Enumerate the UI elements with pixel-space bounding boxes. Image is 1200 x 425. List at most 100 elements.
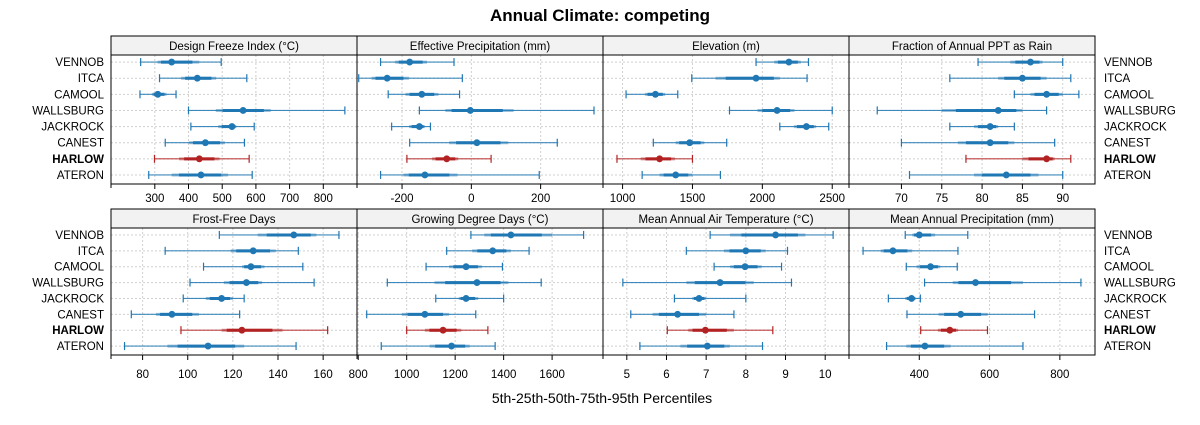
median-point xyxy=(168,310,176,318)
interval-harlow xyxy=(616,154,694,163)
x-tick-label: 85 xyxy=(1016,193,1029,205)
interval-ateron xyxy=(148,170,253,179)
median-point xyxy=(243,279,250,286)
x-tick-label: 1200 xyxy=(442,369,468,381)
median-point xyxy=(652,90,659,98)
median-point xyxy=(889,247,897,255)
x-tick-label: 120 xyxy=(223,369,242,381)
median-point xyxy=(986,123,994,130)
median-point xyxy=(927,263,934,271)
panel-frame xyxy=(110,227,358,356)
median-point xyxy=(703,342,711,350)
x-tick-label: 6 xyxy=(663,369,669,381)
panel-mean-annual-precipitation-mm: Mean Annual Precipitation (mm) 400 600 800 xyxy=(848,208,1096,381)
x-tick-label: 500 xyxy=(213,193,232,205)
interval-itca xyxy=(949,74,1072,83)
interval-itca xyxy=(158,74,248,83)
x-tick-label: 2500 xyxy=(819,193,845,205)
interval-camool xyxy=(1013,90,1080,99)
median-point xyxy=(752,74,760,82)
median-point xyxy=(247,263,255,271)
interval-jackrock xyxy=(190,122,255,131)
row-label: HARLOW xyxy=(1104,325,1156,337)
median-point xyxy=(239,107,247,114)
interval-canest xyxy=(164,138,246,147)
x-tick-label: 1000 xyxy=(610,193,636,205)
row-label: ITCA xyxy=(78,73,105,85)
row-label: WALLSBURG xyxy=(32,105,104,117)
interval-vennob xyxy=(470,230,585,239)
interval-itca xyxy=(358,74,463,83)
interval-itca xyxy=(685,246,789,255)
interval-wallsburg xyxy=(189,278,315,287)
interval-harlow xyxy=(666,326,774,335)
interval-vennob xyxy=(709,230,834,239)
median-point xyxy=(418,90,426,98)
median-point xyxy=(946,326,954,334)
panel-fraction-of-annual-ppt-as-rain: Fraction of Annual PPT as Rain 70 75 80 85 90 xyxy=(848,35,1096,205)
interval-itca xyxy=(691,74,808,83)
median-point xyxy=(489,247,497,255)
median-point xyxy=(473,279,481,286)
interval-canest xyxy=(900,138,1056,147)
interval-ateron xyxy=(641,170,722,179)
median-point xyxy=(994,107,1002,114)
interval-wallsburg xyxy=(876,106,1048,115)
median-point xyxy=(462,263,470,271)
median-point xyxy=(201,139,209,147)
median-point xyxy=(193,74,201,82)
row-label: WALLSBURG xyxy=(32,278,104,290)
row-label: HARLOW xyxy=(52,154,104,166)
interval-ateron xyxy=(380,342,496,351)
interval-canest xyxy=(130,310,241,319)
panel-mean-annual-air-temperature-c: Mean Annual Air Temperature (°C) 5 6 7 8 9 10 xyxy=(602,208,850,381)
row-label: VENNOB xyxy=(1104,230,1153,242)
interval-harlow xyxy=(406,326,489,335)
median-point xyxy=(443,155,451,163)
median-point xyxy=(154,90,162,98)
x-tick-label: 90 xyxy=(1056,193,1069,205)
panels-layer: Design Freeze Index (°C)300 400 500 600 700 8… xyxy=(110,35,1096,381)
median-point xyxy=(204,342,212,350)
panel-frame xyxy=(848,54,1096,185)
median-point xyxy=(908,295,915,302)
row-label: VENNOB xyxy=(55,230,104,242)
median-point xyxy=(921,342,929,350)
x-tick-label: 600 xyxy=(246,193,265,205)
interval-vennob xyxy=(977,58,1064,67)
interval-vennob xyxy=(218,230,340,239)
panel-design-freeze-index-c: Design Freeze Index (°C) 300 400 500 600 700 8… xyxy=(110,35,358,205)
median-point xyxy=(957,310,965,318)
panel-effective-precipitation-mm: Effective Precipitation (mm) -200 0 200 xyxy=(356,35,604,205)
median-point xyxy=(421,171,429,179)
row-label: CAMOOL xyxy=(1104,262,1154,274)
interval-vennob xyxy=(755,58,810,67)
interval-camool xyxy=(139,90,177,99)
x-tick-label: 75 xyxy=(935,193,948,205)
x-tick-label: 300 xyxy=(145,193,164,205)
panel-title: Effective Precipitation (mm) xyxy=(410,41,551,53)
median-point xyxy=(406,58,414,66)
row-label: ATERON xyxy=(1104,341,1151,353)
x-tick-label: 8 xyxy=(743,369,749,381)
median-point xyxy=(1002,171,1010,179)
row-label: CANEST xyxy=(57,309,104,321)
row-label: ITCA xyxy=(1104,73,1131,85)
interval-camool xyxy=(625,90,679,99)
interval-ateron xyxy=(123,342,297,351)
row-label: CAMOOL xyxy=(54,262,104,274)
median-point xyxy=(1027,58,1034,66)
interval-camool xyxy=(202,262,304,271)
interval-itca xyxy=(862,246,959,255)
panel-title: Mean Annual Air Temperature (°C) xyxy=(638,214,813,226)
interval-jackrock xyxy=(887,294,921,303)
interval-harlow xyxy=(153,154,250,163)
median-point xyxy=(1043,90,1051,98)
panel-title: Growing Degree Days (°C) xyxy=(412,214,549,226)
row-label: ATERON xyxy=(1104,170,1151,182)
median-point xyxy=(785,58,793,66)
x-axis-label: 5th-25th-50th-75th-95th Percentiles xyxy=(492,390,712,406)
median-point xyxy=(439,326,447,334)
median-point xyxy=(802,123,810,130)
